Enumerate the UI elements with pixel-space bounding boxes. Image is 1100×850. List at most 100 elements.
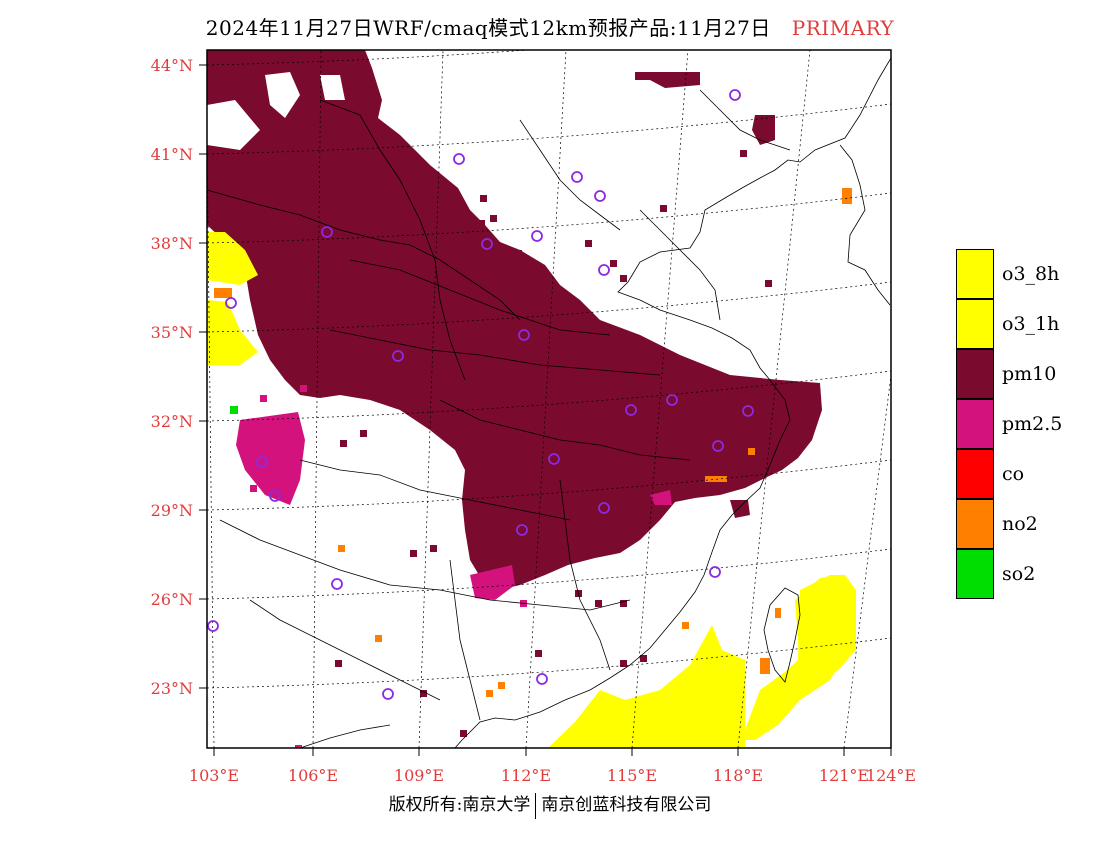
grid-cell: [640, 655, 647, 662]
grid-cell: [748, 448, 755, 455]
lat-tick-label: 38°N: [151, 234, 193, 253]
monitoring-station-marker: [598, 502, 610, 514]
grid-cell: [620, 660, 627, 667]
grid-cell: [486, 690, 493, 697]
legend-item: pm2.5: [956, 399, 1100, 449]
lon-tick-label: 106°E: [288, 766, 338, 785]
monitoring-station-marker: [536, 673, 548, 685]
monitoring-station-marker: [598, 264, 610, 276]
longitude-line: [525, 50, 567, 748]
grid-cell: [498, 682, 505, 689]
monitoring-station-marker: [256, 456, 268, 468]
clear-hole-1: [265, 72, 300, 118]
primary-tag: PRIMARY: [791, 16, 895, 40]
province-line-13: [249, 599, 441, 701]
province-line-9: [449, 559, 481, 721]
legend-swatch: [956, 349, 994, 399]
legend-item: no2: [956, 499, 1100, 549]
monitoring-station-marker: [594, 190, 606, 202]
monitoring-station-marker: [321, 226, 333, 238]
lat-tick-label: 32°N: [151, 412, 193, 431]
legend: o3_8h o3_1h pm10 pm2.5 co no2 so2: [956, 249, 1100, 599]
no2-spot-4: [760, 658, 770, 674]
legend-item: so2: [956, 549, 1100, 599]
grid-cell: [490, 215, 497, 222]
monitoring-station-marker: [729, 89, 741, 101]
grid-cell: [300, 385, 307, 392]
province-line-3: [349, 259, 611, 336]
province-line-5: [439, 399, 691, 461]
longitude-line: [737, 50, 811, 748]
legend-label: pm2.5: [1002, 413, 1063, 435]
province-line-11: [519, 119, 621, 231]
grid-cell: [620, 275, 627, 282]
monitoring-station-marker: [518, 329, 530, 341]
legend-item: co: [956, 449, 1100, 499]
grid-cell: [660, 205, 667, 212]
lon-tick-label: 112°E: [501, 766, 551, 785]
pm25-jiangxi: [650, 490, 672, 505]
no2-spot-5: [775, 608, 781, 618]
legend-item: pm10: [956, 349, 1100, 399]
map-title: 2024年11月27日WRF/cmaq模式12km预报产品:11月27日 PRI…: [0, 12, 1100, 41]
legend-swatch: [956, 299, 994, 349]
monitoring-station-marker: [516, 524, 528, 536]
lon-tick-label: 121°E: [819, 766, 869, 785]
lat-tick-label: 41°N: [151, 145, 193, 164]
lon-tick-label: 115°E: [607, 766, 657, 785]
lat-tick-label: 23°N: [151, 679, 193, 698]
lat-tick-label: 29°N: [151, 501, 193, 520]
monitoring-station-marker: [382, 688, 394, 700]
pm25-hunan: [470, 565, 515, 600]
latitude-axis: 44°N 41°N 38°N 35°N 32°N 29°N 26°N 23°N: [151, 56, 207, 698]
province-line-8: [559, 479, 611, 671]
grid-cell: [360, 430, 367, 437]
monitoring-station-marker: [331, 578, 343, 590]
legend-label: so2: [1002, 563, 1036, 585]
boundaries: [207, 57, 891, 748]
legend-swatch: [956, 399, 994, 449]
grid-cell: [745, 410, 752, 417]
clear-hole-3: [320, 75, 345, 100]
credit-separator: [535, 792, 537, 819]
grid-cell: [595, 600, 602, 607]
province-line-7: [219, 519, 631, 611]
grid-cell: [335, 660, 342, 667]
grid-cell: [295, 745, 302, 748]
lon-tick-label: 124°E: [866, 766, 916, 785]
credit-footer: 版权所有:南京大学 南京创蓝科技有限公司: [0, 790, 1100, 819]
pm10-region: [207, 50, 822, 590]
pm10-patch-ne: [752, 115, 775, 145]
monitoring-station-marker: [481, 238, 493, 250]
monitoring-station-marker: [207, 620, 219, 632]
legend-swatch: [956, 249, 994, 299]
province-line-1: [207, 189, 521, 321]
no2-spot-2: [214, 288, 232, 298]
grid-cell: [740, 150, 747, 157]
o3-west-2: [207, 300, 258, 365]
credit-right: 南京创蓝科技有限公司: [541, 795, 712, 815]
grid-cell: [535, 650, 542, 657]
grid-cell: [260, 395, 267, 402]
monitoring-station-marker: [625, 404, 637, 416]
monitoring-station-marker: [571, 171, 583, 183]
korea-outline: [839, 144, 891, 306]
grid-cell: [460, 730, 467, 737]
monitoring-station-marker: [531, 230, 543, 242]
map-frame: [206, 49, 892, 749]
legend-label: no2: [1002, 513, 1038, 535]
legend-swatch: [956, 549, 994, 599]
grid-cell: [430, 545, 437, 552]
lon-tick-label: 118°E: [713, 766, 763, 785]
legend-label: pm10: [1002, 363, 1057, 385]
grid-cell: [275, 485, 282, 492]
legend-label: o3_8h: [1002, 263, 1060, 285]
grid-cell: [515, 250, 522, 257]
map-content: [207, 50, 891, 748]
o3-east-sea: [795, 575, 856, 690]
grid-cell: [410, 550, 417, 557]
province-line-10: [639, 209, 721, 321]
pm10-north-patch: [635, 72, 700, 88]
legend-label: o3_1h: [1002, 313, 1060, 335]
